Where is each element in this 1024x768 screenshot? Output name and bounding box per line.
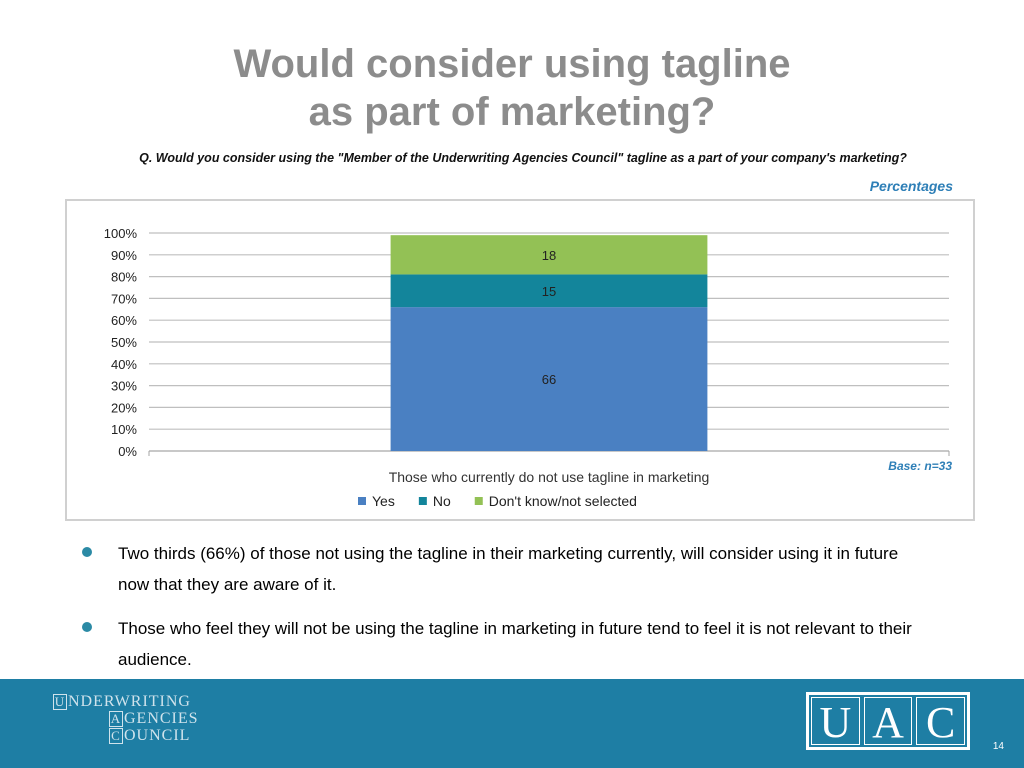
y-tick-label: 90% — [111, 248, 137, 263]
y-tick-label: 60% — [111, 313, 137, 328]
underwriting-agencies-council-logo: U NDERWRITING A GENCIES C OUNCIL — [53, 693, 199, 744]
bullet-dot-icon — [82, 622, 92, 632]
base-note: Base: n=33 — [888, 459, 952, 473]
page-number: 14 — [992, 741, 1004, 752]
bullet-text: Two thirds (66%) of those not using the … — [118, 544, 899, 594]
logo-line-2: A GENCIES — [109, 710, 199, 727]
survey-question: Q. Would you consider using the "Member … — [139, 151, 907, 165]
legend-swatch — [418, 497, 427, 505]
legend-label: Yes — [372, 493, 395, 509]
legend-label: Don't know/not selected — [489, 493, 637, 509]
y-tick-label: 50% — [111, 335, 137, 350]
logo-initial: A — [109, 710, 123, 727]
bar-segment — [390, 307, 708, 451]
stacked-bar-chart: 0% 10% 20% 30% 40% 50% 60% 70% 80% 90% 100% 66 15 18 T… — [104, 226, 950, 509]
legend-swatch — [474, 497, 483, 505]
bullet-text: Those who feel they will not be using th… — [118, 619, 912, 669]
y-tick-label: 70% — [111, 291, 137, 306]
logo-initial: C — [109, 727, 123, 744]
logo-line-3: C OUNCIL — [109, 727, 199, 744]
x-category-label: Those who currently do not use tagline i… — [389, 469, 710, 485]
unit-note: Percentages — [869, 178, 953, 194]
logo-word: GENCIES — [124, 710, 199, 727]
y-tick-label: 30% — [111, 379, 137, 394]
y-tick-label: 10% — [111, 422, 137, 437]
bar-segment — [390, 274, 708, 308]
data-label: 66 — [542, 372, 556, 387]
y-tick-label: 80% — [111, 270, 137, 285]
uac-letter: A — [863, 697, 913, 747]
bullet-list: Two thirds (66%) of those not using the … — [78, 538, 918, 688]
y-tick-label: 100% — [104, 226, 138, 241]
logo-line-1: U NDERWRITING — [53, 693, 199, 710]
y-tick-label: 40% — [111, 357, 137, 372]
data-label: 18 — [542, 248, 556, 263]
bullet-dot-icon — [82, 547, 92, 557]
logo-initial: U — [53, 693, 67, 710]
y-tick-label: 20% — [111, 400, 137, 415]
title-line-1: Would consider using tagline — [233, 42, 791, 86]
bullet-item: Those who feel they will not be using th… — [78, 613, 918, 675]
y-tick-label: 0% — [118, 444, 137, 459]
uac-letter: U — [811, 697, 860, 747]
bullet-item: Two thirds (66%) of those not using the … — [78, 538, 918, 600]
legend-swatch — [358, 497, 366, 505]
uac-letter: C — [916, 697, 966, 747]
slide-title: Would consider using tagline as part of … — [0, 40, 1024, 136]
bar-segment — [390, 235, 708, 275]
logo-word: OUNCIL — [124, 727, 191, 744]
title-line-2: as part of marketing? — [308, 90, 716, 134]
data-label: 15 — [542, 284, 556, 299]
uac-logo: U A C — [806, 692, 970, 750]
logo-word: NDERWRITING — [68, 693, 191, 710]
legend-label: No — [433, 493, 451, 509]
